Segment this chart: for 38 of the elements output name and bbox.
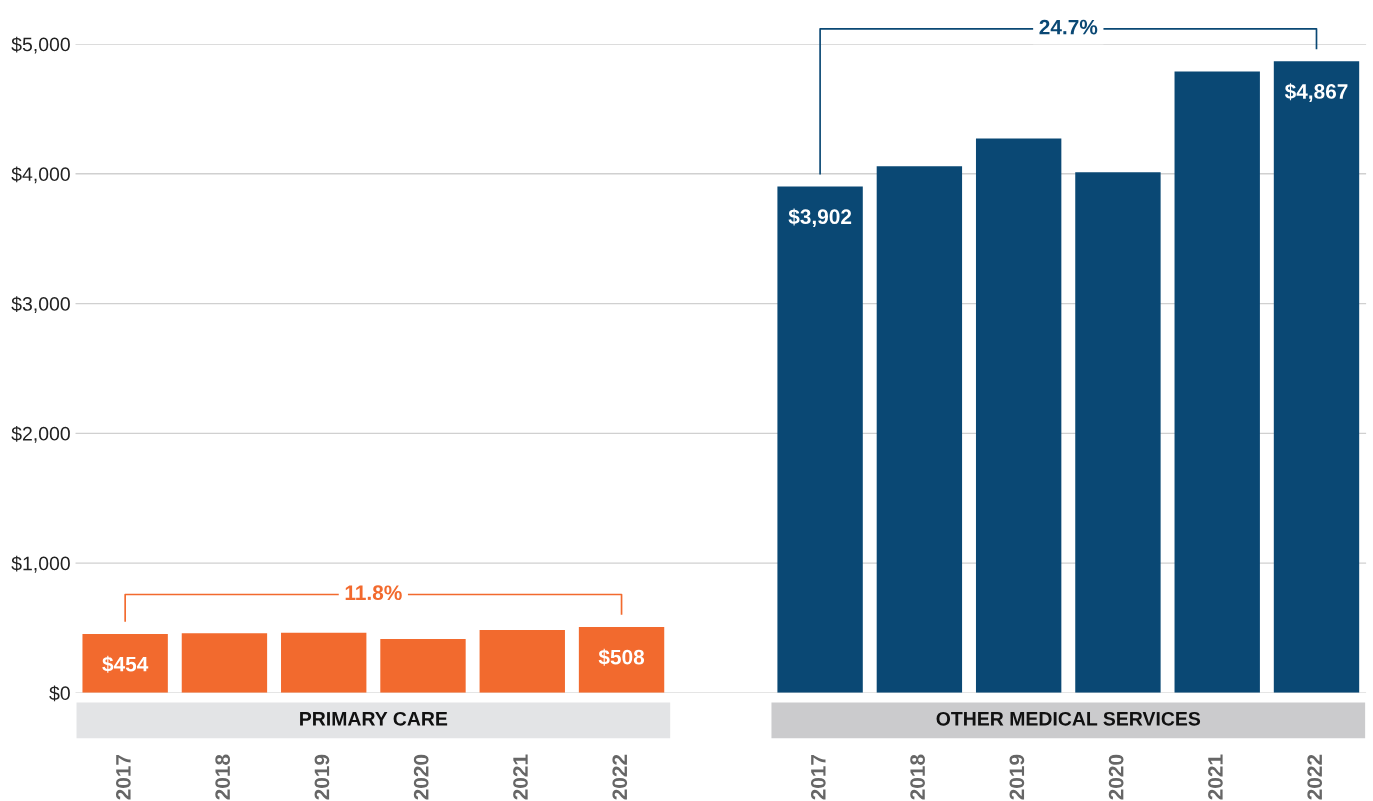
data-label: $508 [598, 648, 645, 666]
y-tick-label: $5,000 [11, 36, 70, 54]
bar [82, 633, 168, 693]
x-tick-label: 2020 [1108, 754, 1124, 800]
bar [281, 632, 367, 693]
text: 24.7% [1039, 19, 1098, 35]
bar [380, 638, 466, 693]
x-tick-label: 2018 [215, 754, 231, 800]
bar [975, 138, 1062, 693]
data-label: $4,867 [1284, 83, 1348, 102]
bar [777, 186, 863, 693]
x-tick-label: 2019 [314, 754, 330, 800]
y-tick-label: $4,000 [11, 166, 70, 184]
x-tick-label: 2019 [1009, 754, 1025, 800]
x-tick-label: 2022 [612, 754, 628, 800]
y-tick-label: $2,000 [11, 425, 70, 443]
y-tick-label: $3,000 [11, 296, 70, 314]
x-tick-label: 2021 [1208, 754, 1223, 800]
bar [1174, 71, 1260, 693]
series-label: OTHER MEDICAL SERVICES [936, 711, 1201, 726]
x-tick-label: 2018 [910, 754, 925, 800]
y-tick-label: $1,000 [11, 555, 70, 573]
y-tick-label: $0 [49, 685, 70, 702]
series-label: PRIMARY CARE [300, 711, 448, 726]
bar [1075, 172, 1161, 693]
x-tick-label: 2021 [513, 754, 528, 800]
annotation: 11.8% [345, 585, 402, 601]
bar [479, 630, 565, 693]
x-tick-label: 2020 [413, 754, 429, 800]
x-tick-label: 2022 [1307, 754, 1323, 800]
x-tick-label: 2017 [810, 754, 826, 800]
data-label: $454 [102, 655, 149, 673]
bar [578, 626, 665, 693]
bar [181, 633, 268, 693]
bar [1273, 61, 1360, 693]
x-tick-label: 2017 [115, 754, 131, 800]
bar [876, 166, 963, 693]
data-label: $3,902 [788, 208, 852, 228]
